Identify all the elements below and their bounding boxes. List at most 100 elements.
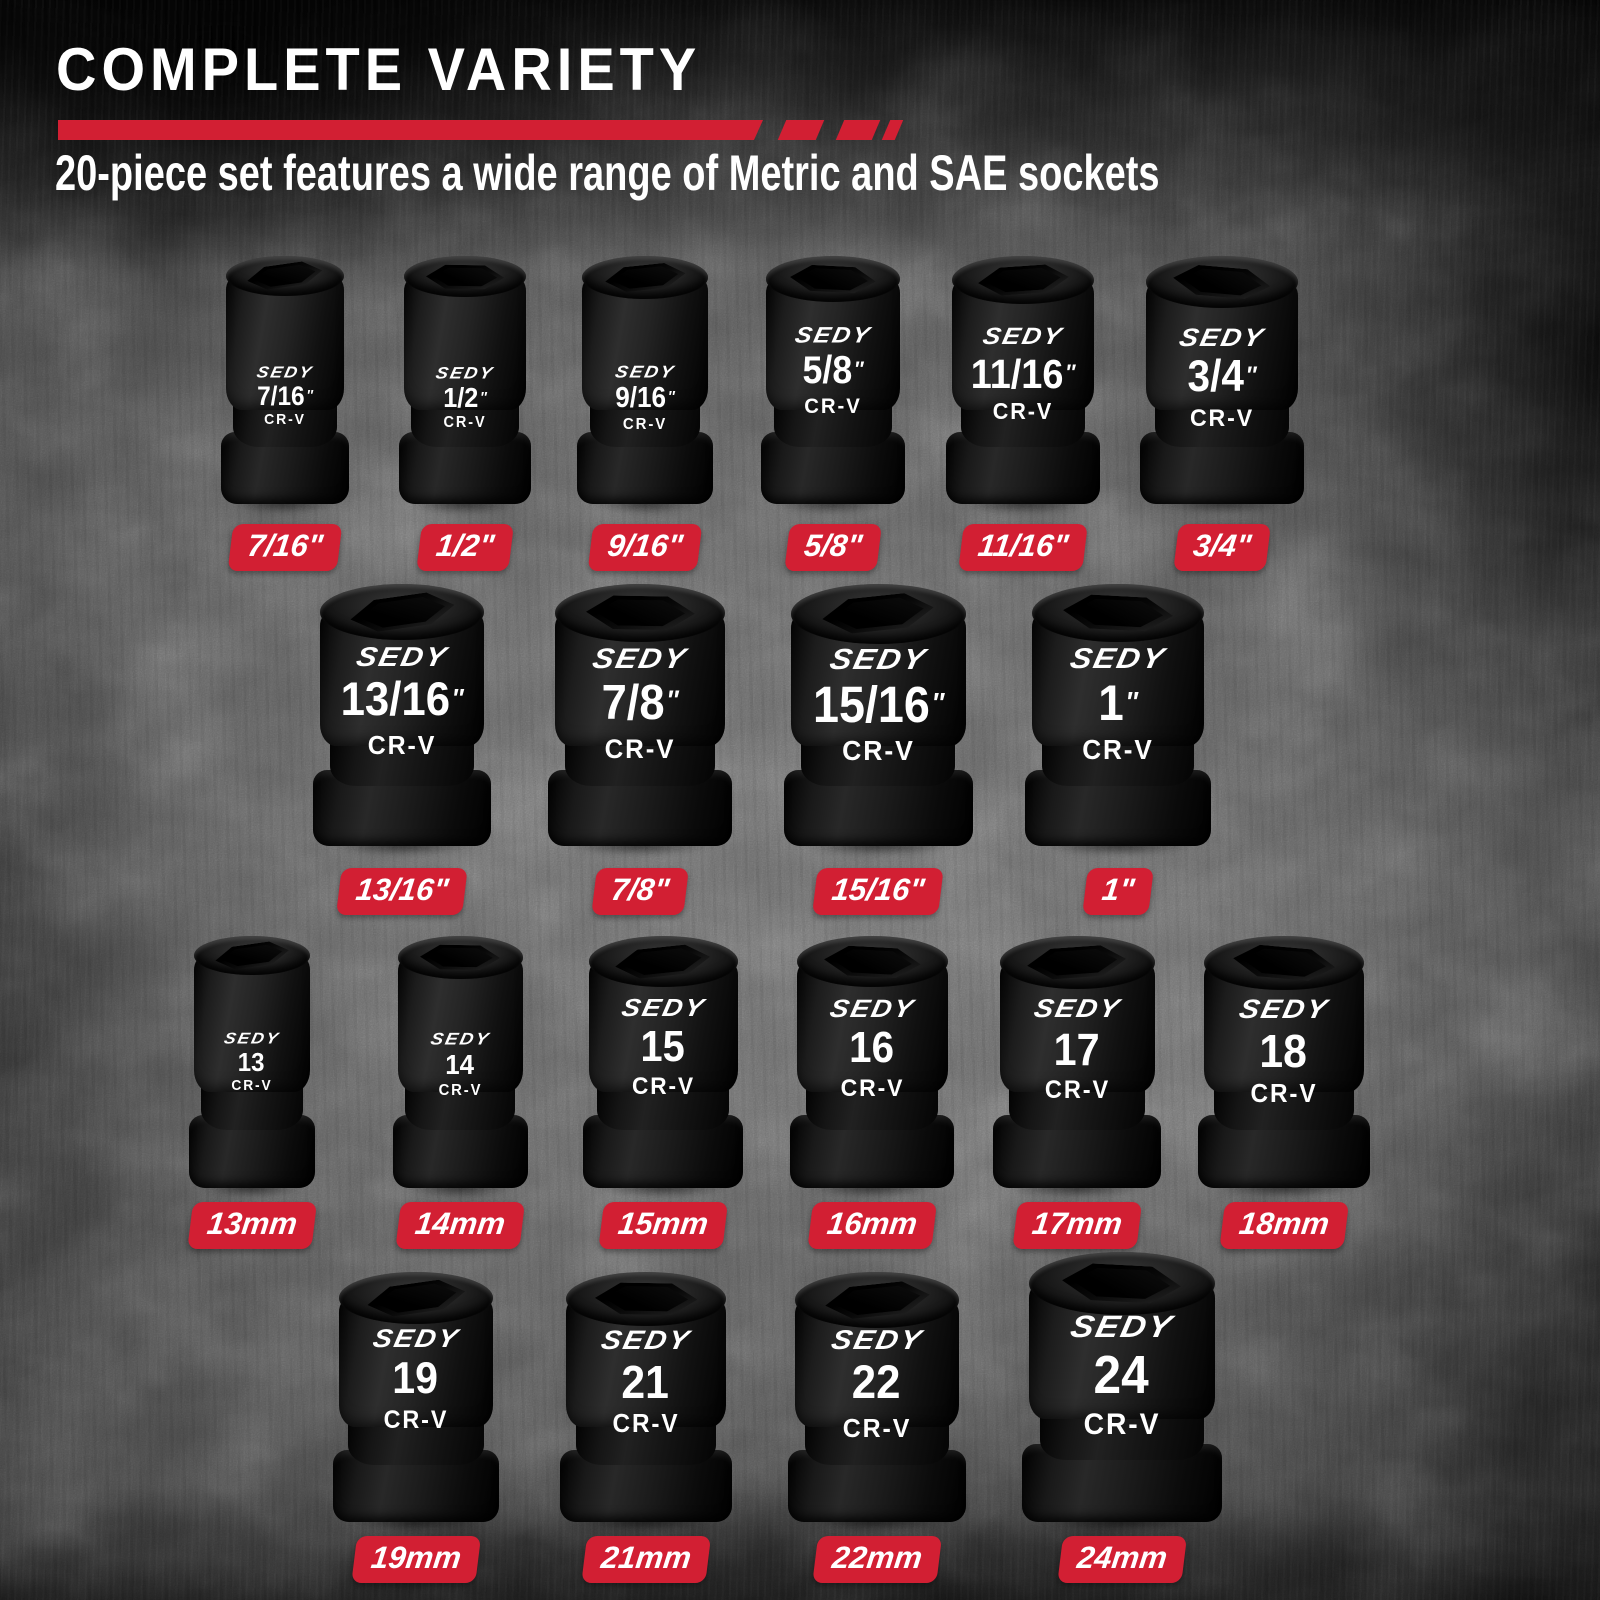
socket-24mm: SEDY 24 CR-V [1010, 1252, 1234, 1536]
hex-opening [823, 1278, 931, 1321]
crv-marking: CR-V [1250, 1079, 1318, 1108]
hex-opening [1062, 593, 1174, 633]
socket-top-face [1146, 256, 1298, 308]
crv-marking: CR-V [1083, 1408, 1161, 1442]
socket-engraving: SEDY 15 CR-V [589, 994, 738, 1103]
hex-opening [789, 263, 876, 294]
engraved-size: 5/8″ [802, 348, 864, 392]
socket-14mm: SEDY 14 CR-V [385, 936, 535, 1202]
brand-logo: SEDY [1067, 1309, 1177, 1344]
hex-opening [1172, 263, 1272, 301]
engraved-size: 22 [851, 1356, 901, 1410]
crv-marking: CR-V [992, 398, 1054, 425]
brand-logo: SEDY [428, 1029, 492, 1049]
engraved-size: 21 [621, 1355, 669, 1408]
socket-top-face [1029, 1252, 1215, 1316]
engraved-size: 16 [848, 1023, 894, 1073]
crv-marking: CR-V [622, 415, 668, 433]
socket-top-face [397, 936, 523, 979]
crv-marking: CR-V [804, 394, 862, 419]
socket-top-face [566, 1272, 726, 1327]
brand-logo: SEDY [1030, 994, 1124, 1024]
socket-engraving: SEDY 15/16″ CR-V [791, 642, 966, 770]
socket-top-face [194, 936, 310, 976]
socket-top-face [588, 936, 738, 987]
engraved-size: 1/2 ″ [443, 381, 487, 413]
engraved-size: 9/16 ″ [615, 382, 675, 415]
hex-opening [348, 589, 456, 636]
socket-top-face [555, 584, 725, 642]
socket-engraving: SEDY 19 CR-V [339, 1324, 493, 1438]
brand-logo: SEDY [618, 993, 708, 1022]
socket-top-face [796, 936, 948, 988]
engraved-size: 19 [392, 1354, 438, 1404]
brand-logo: SEDY [826, 642, 930, 675]
socket-engraving: SEDY 9/16 ″ CR-V [582, 363, 708, 436]
hex-opening [365, 1276, 467, 1320]
socket-15mm: SEDY 15 CR-V [573, 936, 753, 1202]
engraved-size: 11/16″ [970, 350, 1076, 397]
socket-18mm: SEDY 18 CR-V [1188, 936, 1380, 1202]
crv-marking: CR-V [631, 1073, 695, 1101]
socket-engraving: SEDY 16 CR-V [797, 994, 948, 1105]
brand-logo: SEDY [353, 642, 451, 673]
crv-marking: CR-V [604, 732, 676, 764]
socket-top-face [320, 584, 484, 640]
engraved-size: 24 [1093, 1344, 1149, 1405]
hex-opening [426, 264, 504, 289]
socket-engraving: SEDY 13/16″ CR-V [320, 642, 484, 762]
brand-logo: SEDY [613, 362, 677, 382]
socket-top-face [339, 1272, 493, 1325]
hex-opening [246, 259, 324, 293]
hex-opening [214, 939, 291, 972]
socket-top-face [795, 1272, 959, 1328]
socket-engraving: SEDY 13 CR-V [194, 1029, 310, 1096]
socket-13-16in: SEDY 13/16″ CR-V [303, 584, 501, 860]
socket-engraving: SEDY 22 CR-V [795, 1325, 959, 1445]
socket-engraving: SEDY 18 CR-V [1204, 994, 1364, 1111]
brand-logo: SEDY [828, 1325, 926, 1355]
socket-engraving: SEDY 14 CR-V [398, 1029, 523, 1101]
crv-marking: CR-V [841, 735, 915, 767]
socket-top-face [999, 936, 1155, 989]
socket-9-16in: SEDY 9/16 ″ CR-V [569, 256, 721, 518]
socket-7-8in: SEDY 7/8″ CR-V [538, 584, 742, 860]
engraved-size: 17 [1053, 1024, 1100, 1076]
socket-16mm: SEDY 16 CR-V [781, 936, 963, 1202]
crv-marking: CR-V [438, 1081, 482, 1099]
crv-marking: CR-V [842, 1412, 912, 1443]
hex-opening [1062, 1262, 1183, 1305]
brand-logo: SEDY [589, 642, 691, 674]
socket-15-16in: SEDY 15/16″ CR-V [773, 584, 983, 860]
engraved-size: 7/8″ [601, 674, 679, 730]
crv-marking: CR-V [840, 1075, 904, 1103]
brand-logo: SEDY [222, 1029, 282, 1048]
engraved-size: 13 [237, 1046, 265, 1077]
hex-opening [420, 944, 500, 970]
socket-engraving: SEDY 7/16 ″ CR-V [226, 363, 344, 431]
hex-opening [585, 595, 694, 630]
socket-engraving: SEDY 3/4″ CR-V [1146, 323, 1298, 434]
engraved-size: 1″ [1098, 675, 1138, 732]
brand-logo: SEDY [980, 322, 1066, 350]
hex-opening [823, 944, 921, 979]
socket-11-16in: SEDY 11/16″ CR-V [937, 256, 1109, 518]
brand-logo: SEDY [792, 323, 874, 348]
brand-logo: SEDY [1176, 323, 1268, 352]
hex-opening [614, 942, 712, 981]
socket-top-face [226, 256, 344, 297]
crv-marking: CR-V [367, 729, 437, 760]
socket-body [582, 277, 708, 410]
socket-top-face [952, 256, 1094, 305]
crv-marking: CR-V [443, 414, 487, 432]
crv-marking: CR-V [1082, 733, 1154, 765]
socket-engraving: SEDY 1″ CR-V [1032, 641, 1204, 768]
socket-1in: SEDY 1″ CR-V [1014, 584, 1222, 860]
socket-body [404, 276, 526, 410]
engraved-size: 14 [444, 1048, 474, 1080]
socket-top-face [790, 584, 966, 644]
socket-21mm: SEDY 21 CR-V [550, 1272, 742, 1536]
engraved-size: 15/16″ [812, 675, 944, 733]
socket-body [194, 955, 310, 1093]
